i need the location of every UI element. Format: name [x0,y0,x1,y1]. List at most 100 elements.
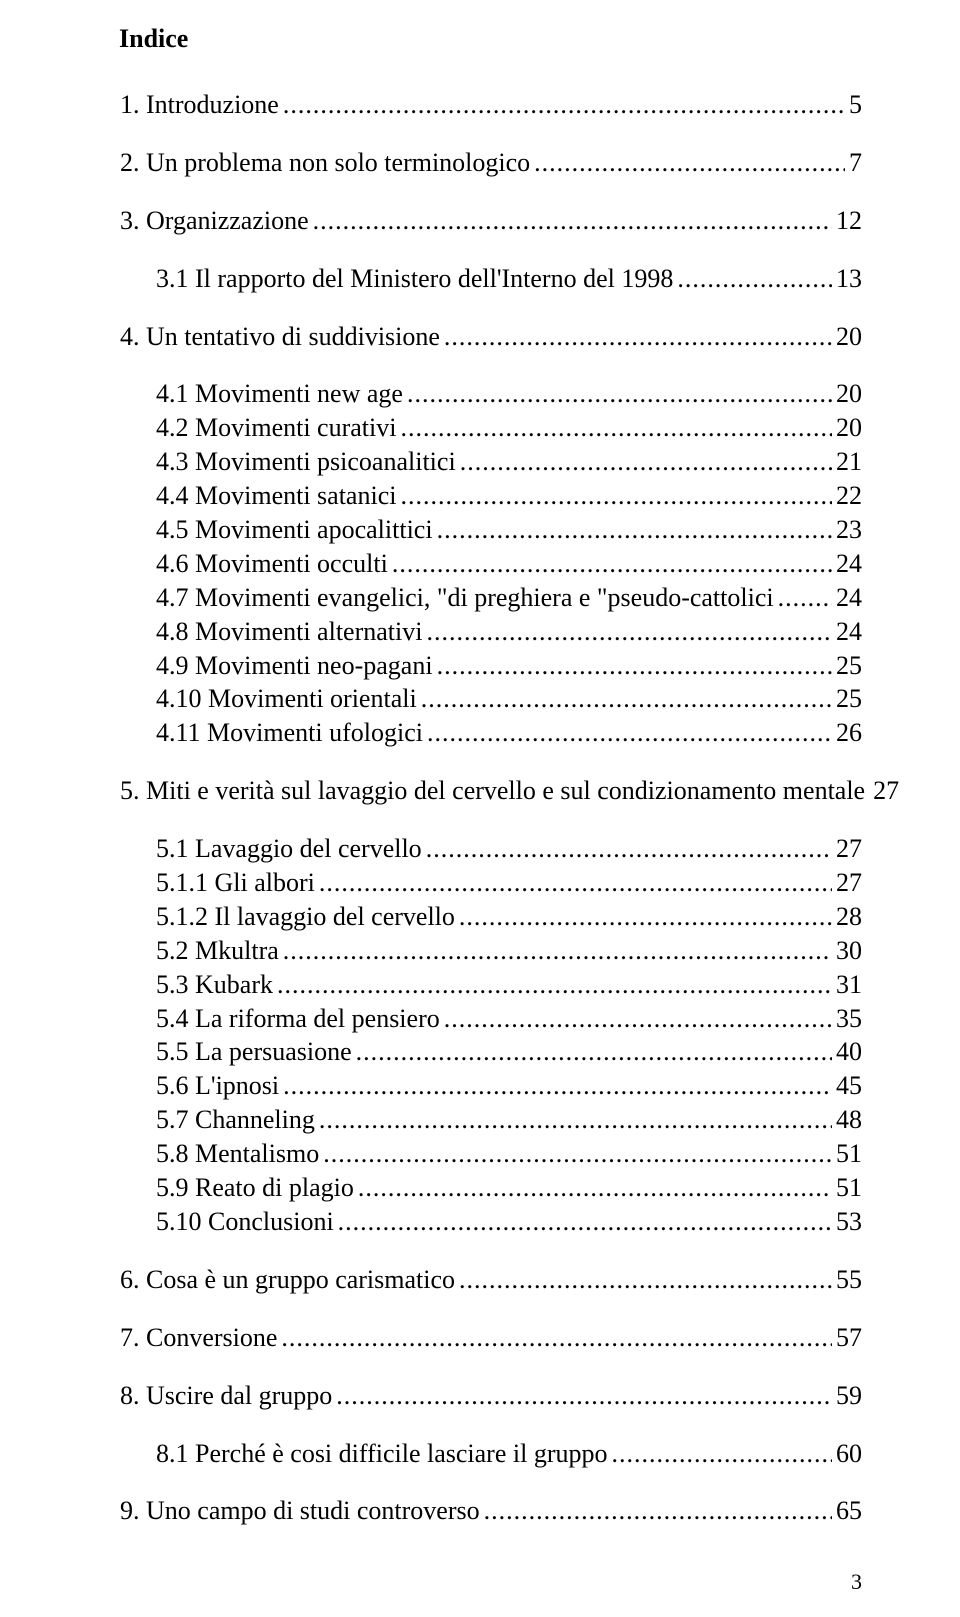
toc-entry: 3.1 Il rapporto del Ministero dell'Inter… [120,264,862,294]
toc-entry-page: 12 [836,206,862,236]
toc-entry-page: 57 [836,1323,862,1353]
toc-entry-page: 20 [836,322,862,352]
toc-entry-page: 65 [836,1496,862,1526]
toc-leader [283,1071,832,1101]
toc-entry: 5.2 Mkultra 30 [120,936,862,966]
toc-leader [444,322,832,352]
toc-entry-label: 5.8 Mentalismo [156,1139,319,1169]
toc-leader [459,1265,832,1295]
toc-entry-page: 45 [836,1071,862,1101]
toc-entry-page: 21 [836,447,862,477]
toc-leader [611,1439,832,1469]
toc-entry: 1. Introduzione 5 [120,90,862,120]
toc-entry: 5. Miti e verità sul lavaggio del cervel… [120,776,862,806]
toc-entry-label: 5.4 La riforma del pensiero [156,1004,440,1034]
toc-entry: 5.1 Lavaggio del cervello 27 [120,834,862,864]
toc-leader [400,481,832,511]
toc-leader [281,1323,832,1353]
toc-entry: 5.8 Mentalismo 51 [120,1139,862,1169]
toc-leader [534,148,845,178]
toc-entry: 7. Conversione 57 [120,1323,862,1353]
toc-leader [421,684,832,714]
toc-leader [338,1207,832,1237]
toc-entry-label: 5. Miti e verità sul lavaggio del cervel… [120,776,865,806]
toc-entry-label: 9. Uno campo di studi controverso [120,1496,480,1526]
toc-entry-page: 25 [836,684,862,714]
toc-leader [426,834,832,864]
toc-entry-page: 60 [836,1439,862,1469]
toc-entry: 5.1.2 Il lavaggio del cervello 28 [120,902,862,932]
toc-leader [460,447,832,477]
toc-entry-label: 6. Cosa è un gruppo carismatico [120,1265,455,1295]
toc-entry: 5.7 Channeling 48 [120,1105,862,1135]
toc-entry: 4.7 Movimenti evangelici, "di preghiera … [120,583,862,613]
toc-entry-label: 1. Introduzione [120,90,279,120]
toc-entry: 5.3 Kubark 31 [120,970,862,1000]
toc-entry-label: 5.2 Mkultra [156,936,279,966]
toc-entry-label: 4.6 Movimenti occulti [156,549,388,579]
toc-entry-label: 4.5 Movimenti apocalittici [156,515,433,545]
toc-entry: 4.6 Movimenti occulti 24 [120,549,862,579]
toc-leader [392,549,832,579]
toc-entry-label: 5.7 Channeling [156,1105,315,1135]
toc-entry: 5.9 Reato di plagio 51 [120,1173,862,1203]
toc-entry-label: 4.10 Movimenti orientali [156,684,417,714]
toc-entry-page: 24 [836,617,862,647]
toc-entry: 5.5 La persuasione 40 [120,1037,862,1067]
toc-leader [459,902,832,932]
toc-leader [427,718,832,748]
toc-entry: 8. Uscire dal gruppo59 [120,1381,862,1411]
toc-entry-label: 5.9 Reato di plagio [156,1173,354,1203]
toc-entry-page: 51 [836,1139,862,1169]
toc-entry-label: 4.2 Movimenti curativi [156,413,396,443]
toc-entry-page: 27 [836,834,862,864]
toc-entry-page: 22 [836,481,862,511]
toc-entry-page: 27 [836,868,862,898]
toc-entry-label: 3.1 Il rapporto del Ministero dell'Inter… [156,264,673,294]
toc-entry-label: 2. Un problema non solo terminologico [120,148,530,178]
toc-entry-label: 5.5 La persuasione [156,1037,352,1067]
toc-entry-page: 20 [836,413,862,443]
toc-leader [336,1381,832,1411]
toc-entry-page: 23 [836,515,862,545]
toc-entry: 4.1 Movimenti new age 20 [120,379,862,409]
toc-entry-page: 27 [873,776,899,806]
toc-entry-page: 40 [836,1037,862,1067]
toc-leader [437,515,832,545]
toc-leader [778,583,832,613]
toc-entry-page: 13 [836,264,862,294]
toc-entry-label: 5.6 L'ipnosi [156,1071,279,1101]
toc-entry-page: 20 [836,379,862,409]
toc-entry-label: 4.7 Movimenti evangelici, "di preghiera … [156,583,774,613]
toc-entry-page: 5 [849,90,862,120]
toc-entry-label: 5.1.2 Il lavaggio del cervello [156,902,455,932]
toc-entry-label: 5.10 Conclusioni [156,1207,334,1237]
toc-entry-label: 4.4 Movimenti satanici [156,481,396,511]
toc-entry: 4.11 Movimenti ufologici 26 [120,718,862,748]
page-title: Indice [119,24,862,54]
toc-entry-page: 31 [836,970,862,1000]
toc-entry-label: 4.8 Movimenti alternativi [156,617,422,647]
toc-entry: 5.4 La riforma del pensiero 35 [120,1004,862,1034]
toc-entry-label: 5.3 Kubark [156,970,273,1000]
toc-entry-label: 4. Un tentativo di suddivisione [120,322,440,352]
toc-leader [319,1105,832,1135]
toc-entry-label: 5.1 Lavaggio del cervello [156,834,422,864]
toc-leader [484,1496,832,1526]
toc-entry-page: 53 [836,1207,862,1237]
toc-leader [356,1037,832,1067]
toc-leader [437,651,832,681]
toc-leader [313,206,832,236]
toc-leader [400,413,832,443]
toc-entry-page: 30 [836,936,862,966]
toc-entry: 5.10 Conclusioni 53 [120,1207,862,1237]
toc-entry-page: 25 [836,651,862,681]
toc-leader [283,936,832,966]
toc-entry: 8.1 Perché è cosi difficile lasciare il … [120,1439,862,1469]
toc-entry-page: 7 [849,148,862,178]
toc-entry-label: 4.9 Movimenti neo-pagani [156,651,433,681]
toc-entry-label: 7. Conversione [120,1323,277,1353]
toc-entry: 4.4 Movimenti satanici 22 [120,481,862,511]
toc-leader [277,970,832,1000]
toc-entry: 4.10 Movimenti orientali 25 [120,684,862,714]
